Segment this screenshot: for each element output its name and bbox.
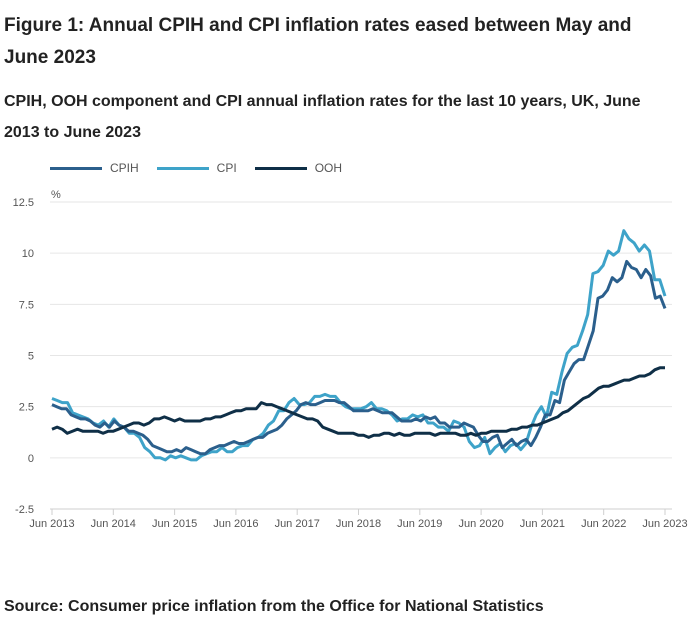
- x-tick-label: Jun 2020: [458, 518, 503, 530]
- y-tick-label: 10: [22, 248, 34, 260]
- x-tick-label: Jun 2019: [397, 518, 442, 530]
- x-tick-label: Jun 2021: [520, 518, 565, 530]
- series-line-cpi[interactable]: [51, 229, 667, 462]
- y-tick-label: 2.5: [19, 402, 34, 414]
- legend: CPIH CPI OOH: [50, 161, 342, 175]
- x-tick-label: Jun 2017: [275, 518, 320, 530]
- x-tick-label: Jun 2013: [29, 518, 74, 530]
- legend-item-cpih[interactable]: CPIH: [50, 161, 139, 175]
- y-axis-ticks: 12.5 10 7.5 5 2.5 0 -2.5: [13, 197, 34, 516]
- y-tick-label: 0: [28, 453, 34, 465]
- x-axis-ticks: Jun 2013 Jun 2014 Jun 2015 Jun 2016 Jun 2017…: [29, 509, 688, 530]
- legend-label-cpi: CPI: [216, 161, 237, 175]
- legend-swatch-ooh: [254, 166, 307, 170]
- gridlines: [50, 201, 672, 510]
- x-tick-label: Jun 2023: [642, 518, 687, 530]
- figure-title: Figure 1: Annual CPIH and CPI inflation …: [4, 15, 632, 68]
- series-line-cpih[interactable]: [51, 259, 667, 456]
- x-tick-label: Jun 2015: [152, 518, 197, 530]
- y-tick-label: 5: [28, 351, 34, 363]
- series-lines: [51, 229, 667, 462]
- x-tick-label: Jun 2022: [581, 518, 626, 530]
- y-axis-unit-label: %: [51, 189, 61, 201]
- x-tick-label: Jun 2018: [336, 518, 381, 530]
- y-tick-label: 12.5: [13, 197, 34, 209]
- y-tick-label: -2.5: [15, 504, 34, 516]
- legend-label-cpih: CPIH: [110, 161, 139, 175]
- y-tick-label: 7.5: [19, 299, 34, 311]
- legend-swatch-cpih: [50, 166, 102, 170]
- x-tick-label: Jun 2014: [91, 518, 136, 530]
- legend-swatch-cpi: [156, 166, 209, 170]
- x-tick-label: Jun 2016: [213, 518, 258, 530]
- chart-subtitle: CPIH, OOH component and CPI annual infla…: [4, 93, 641, 141]
- source-note: Source: Consumer price inflation from th…: [4, 598, 544, 615]
- legend-item-ooh[interactable]: OOH: [254, 161, 343, 175]
- series-line-ooh[interactable]: [51, 366, 665, 439]
- legend-item-cpi[interactable]: CPI: [156, 161, 237, 175]
- legend-label-ooh: OOH: [314, 161, 343, 175]
